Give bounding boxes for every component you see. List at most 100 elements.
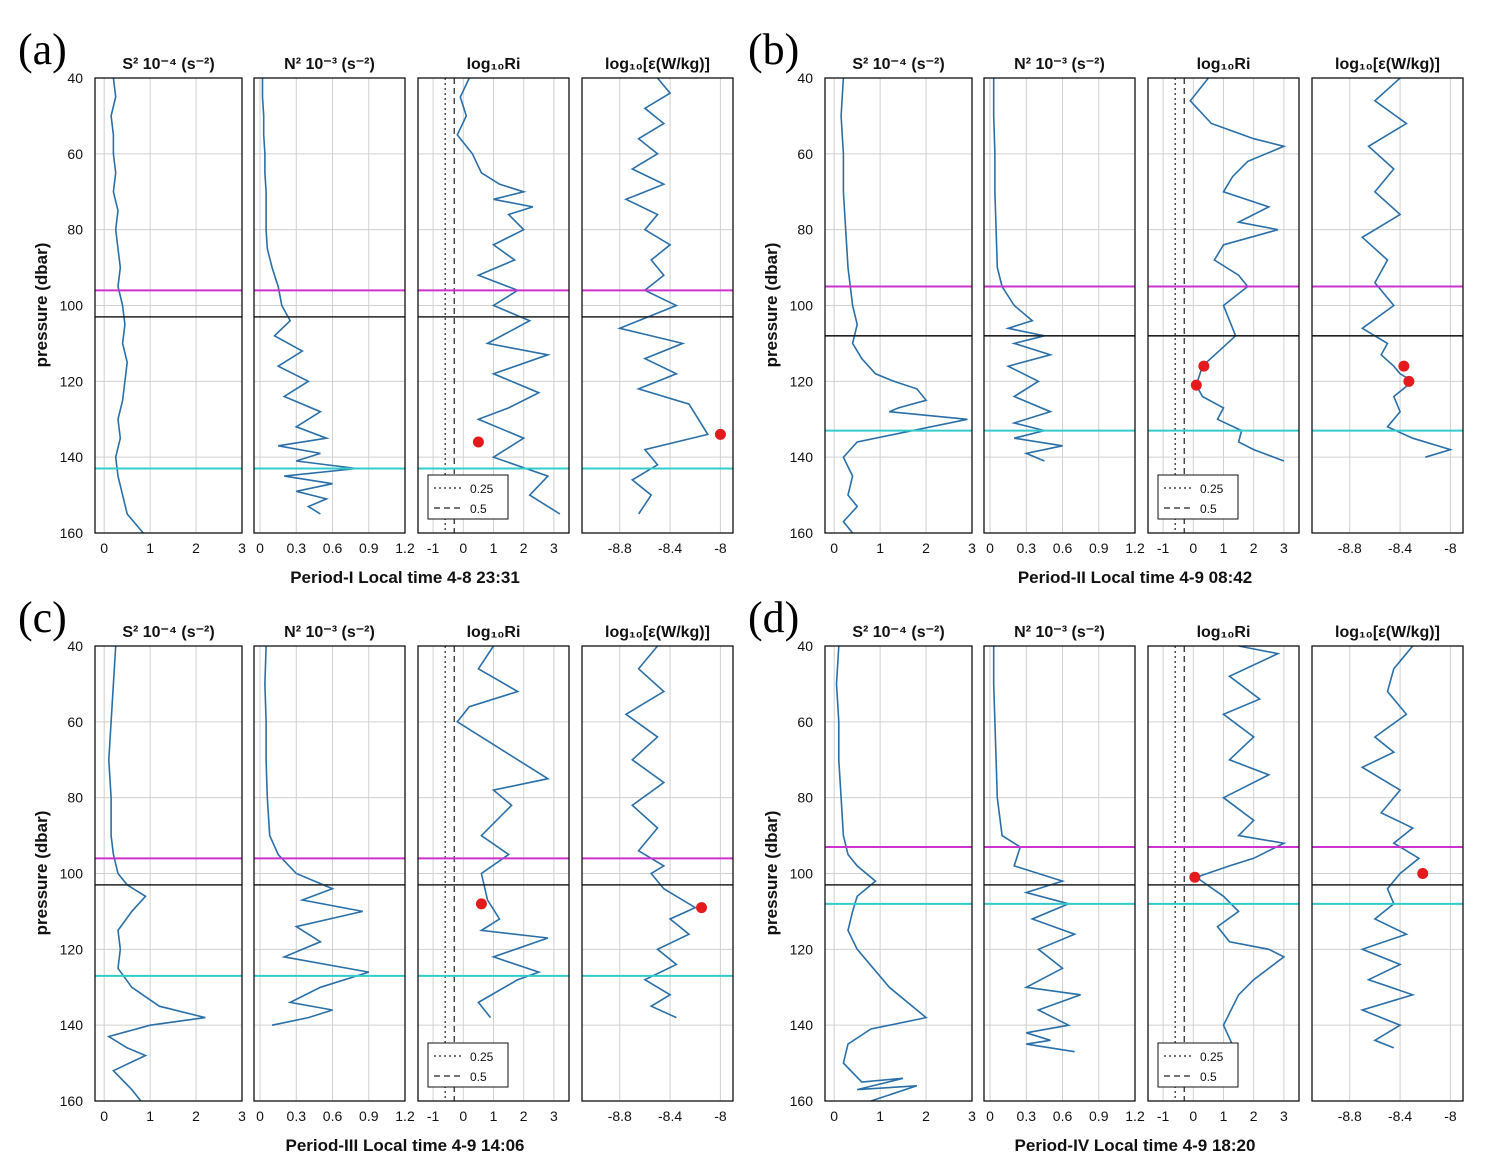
legend-label: 0.5 xyxy=(1200,502,1217,516)
x-tick-label: 0.6 xyxy=(323,1108,343,1124)
panel-title: S² 10⁻⁴ (s⁻²) xyxy=(122,56,214,73)
y-axis-label-d: pressure (dbar) xyxy=(762,811,781,936)
x-tick-label: 0 xyxy=(459,1108,467,1124)
legend: 0.25 0.5 xyxy=(1157,1042,1239,1088)
figure-label-d: (d) xyxy=(748,593,799,642)
y-tick-label: 80 xyxy=(797,222,813,238)
x-tick-label: 2 xyxy=(520,1108,528,1124)
red-marker xyxy=(696,902,708,914)
x-tick-label: 0 xyxy=(256,540,264,556)
panel-d-3: log₁₀Ri -1 0 1 2 3 0.25 0.5 xyxy=(1147,624,1300,1124)
x-tick-label: 0.9 xyxy=(359,540,379,556)
panel-frame xyxy=(581,77,734,534)
x-tick-label: 3 xyxy=(968,540,976,556)
panel-a-4: log₁₀[ε(W/kg)] -8.8 -8.4 -8 xyxy=(581,56,734,556)
red-marker xyxy=(1190,379,1202,391)
profile-line xyxy=(456,645,551,1019)
profile-line xyxy=(110,77,144,534)
red-marker xyxy=(1398,360,1410,372)
x-tick-label: 0 xyxy=(100,1108,108,1124)
y-tick-label: 60 xyxy=(67,146,83,162)
y-tick-label: 160 xyxy=(60,1093,84,1109)
profile-line xyxy=(1360,77,1454,458)
panel-frame xyxy=(1311,77,1464,534)
x-tick-label: 0 xyxy=(1189,1108,1197,1124)
x-tick-label: -1 xyxy=(427,1108,440,1124)
profile-line xyxy=(261,78,357,515)
legend-label: 0.5 xyxy=(470,502,487,516)
profile-line xyxy=(1189,77,1287,462)
x-tick-label: 2 xyxy=(922,540,930,556)
x-tick-label: 0.3 xyxy=(1017,1108,1037,1124)
x-tick-label: 3 xyxy=(1280,540,1288,556)
red-marker xyxy=(1198,360,1210,372)
figure-label-a: (a) xyxy=(18,25,67,74)
x-tick-label: 1.2 xyxy=(1125,540,1145,556)
y-axis-label-a: pressure (dbar) xyxy=(32,243,51,368)
y-tick-label: 100 xyxy=(60,298,84,314)
panel-frame xyxy=(1147,645,1300,1102)
x-tick-label: 0.9 xyxy=(1089,540,1109,556)
y-tick-label: 100 xyxy=(790,866,814,882)
x-tick-label: 3 xyxy=(968,1108,976,1124)
x-tick-label: -1 xyxy=(1157,1108,1170,1124)
y-tick-label: 80 xyxy=(67,790,83,806)
y-tick-label: 40 xyxy=(67,638,83,654)
y-tick-label: 160 xyxy=(60,525,84,541)
panel-title: S² 10⁻⁴ (s⁻²) xyxy=(122,624,214,641)
profile-line xyxy=(835,645,928,1102)
profile-line xyxy=(624,645,698,1019)
y-axis-label-c: pressure (dbar) xyxy=(32,811,51,936)
y-tick-label: 160 xyxy=(790,1093,814,1109)
legend-label: 0.25 xyxy=(1200,482,1224,496)
panel-title: S² 10⁻⁴ (s⁻²) xyxy=(852,56,944,73)
x-tick-label: -8 xyxy=(1444,540,1457,556)
panel-title: log₁₀[ε(W/kg)] xyxy=(605,624,710,641)
x-tick-label: 2 xyxy=(192,540,200,556)
panel-frame xyxy=(983,77,1136,534)
x-tick-label: -8 xyxy=(714,1108,727,1124)
panel-title: log₁₀[ε(W/kg)] xyxy=(605,56,710,73)
red-marker xyxy=(475,898,487,910)
x-tick-label: 0.9 xyxy=(1089,1108,1109,1124)
x-tick-label: -1 xyxy=(1157,540,1170,556)
profile-line xyxy=(264,645,370,1026)
x-tick-label: 0.3 xyxy=(287,540,307,556)
panel-frame xyxy=(1147,77,1300,534)
y-tick-label: 120 xyxy=(790,373,814,389)
panel-frame xyxy=(983,645,1136,1102)
x-tick-label: 3 xyxy=(238,540,246,556)
panel-title: log₁₀Ri xyxy=(467,56,521,73)
panel-b-4: log₁₀[ε(W/kg)] -8.8 -8.4 -8 xyxy=(1311,56,1464,556)
x-tick-label: -8 xyxy=(714,540,727,556)
legend: 0.25 0.5 xyxy=(427,1042,509,1088)
x-tick-label: 0.9 xyxy=(359,1108,379,1124)
panel-title: log₁₀[ε(W/kg)] xyxy=(1335,56,1440,73)
panel-frame xyxy=(1311,645,1464,1102)
x-tick-label: 3 xyxy=(550,1108,558,1124)
x-tick-label: 1.2 xyxy=(395,540,415,556)
x-tick-label: 1 xyxy=(146,1108,154,1124)
x-tick-label: 1 xyxy=(876,540,884,556)
panel-d-2: N² 10⁻³ (s⁻²) 0 0.3 0.6 0.9 1.2 xyxy=(983,624,1145,1124)
x-tick-label: -8.4 xyxy=(658,1108,682,1124)
panel-frame xyxy=(417,645,570,1102)
figure-b: (b) Period-II Local time 4-9 08:42 pressur… xyxy=(748,25,1464,587)
y-tick-label: 40 xyxy=(797,638,813,654)
red-marker xyxy=(714,428,726,440)
x-tick-label: 1 xyxy=(490,1108,498,1124)
panel-d-1: S² 10⁻⁴ (s⁻²) 0 1 2 3 xyxy=(824,624,976,1124)
y-tick-label: 140 xyxy=(790,449,814,465)
panel-title: S² 10⁻⁴ (s⁻²) xyxy=(852,624,944,641)
red-marker xyxy=(1403,375,1415,387)
x-tick-label: 1 xyxy=(876,1108,884,1124)
legend-box xyxy=(1157,1042,1239,1088)
x-tick-label: 1.2 xyxy=(395,1108,415,1124)
x-tick-label: 0 xyxy=(830,540,838,556)
y-tick-label: 100 xyxy=(60,866,84,882)
y-tick-label: 100 xyxy=(790,298,814,314)
x-tick-label: -8.8 xyxy=(1338,1108,1362,1124)
red-marker xyxy=(1417,868,1429,879)
x-tick-label: -8.8 xyxy=(608,1108,632,1124)
panel-title: N² 10⁻³ (s⁻²) xyxy=(1014,56,1105,73)
